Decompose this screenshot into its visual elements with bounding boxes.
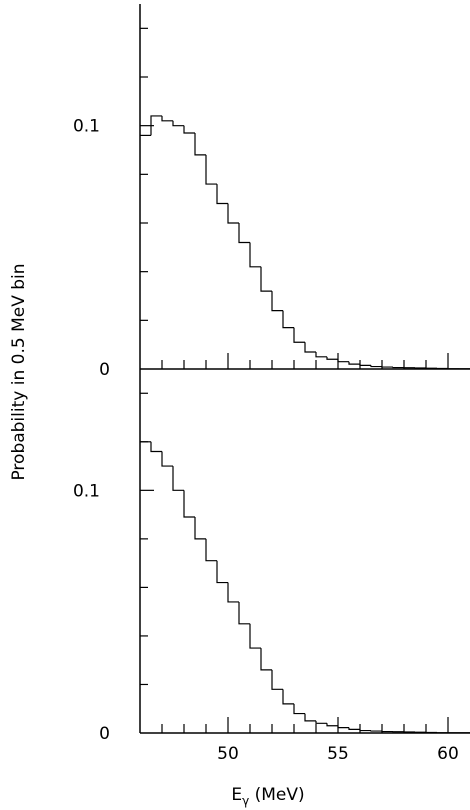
y-axis-title: Probability in 0.5 MeV bin xyxy=(9,263,29,480)
histogram-bin xyxy=(216,560,228,584)
panel-top: 00.1 xyxy=(73,4,470,380)
histogram-bin xyxy=(260,266,272,292)
panel-bottom: 0 0.1 50 55 60 xyxy=(73,369,470,764)
x-axis-title-sub: γ xyxy=(242,794,249,808)
y-tick-label: 0.1 xyxy=(73,481,100,501)
y-tick-label: 0.1 xyxy=(73,117,100,137)
histogram-bin xyxy=(227,582,239,603)
histogram-bin xyxy=(359,729,371,732)
histogram-bin xyxy=(172,466,184,491)
histogram-bin xyxy=(260,648,272,671)
histogram-bin xyxy=(326,723,338,727)
histogram-bin xyxy=(315,351,327,358)
histogram-bin xyxy=(337,725,349,729)
x-axis-title: Eγ (MeV) xyxy=(231,785,304,808)
histogram-bin xyxy=(293,327,305,343)
histogram-bin xyxy=(172,120,184,127)
histogram-bin xyxy=(183,125,195,134)
histogram-bin xyxy=(249,623,261,649)
histogram-bin xyxy=(238,223,250,244)
histogram-bin xyxy=(271,669,283,690)
panels-group: 00.100.150 55 60 xyxy=(73,4,470,764)
histogram-bin xyxy=(271,291,283,312)
histogram-bin xyxy=(370,365,382,368)
histogram-bin xyxy=(150,441,162,453)
x-axis-title-unit: (MeV) xyxy=(249,785,304,805)
histogram-bin xyxy=(282,689,294,705)
y-tick-label: 0 xyxy=(99,360,110,380)
histogram-bin xyxy=(194,517,206,540)
histogram-bin xyxy=(282,310,294,329)
histogram-bin xyxy=(249,242,261,268)
histogram-bin xyxy=(227,203,239,224)
histogram-bin xyxy=(161,451,173,467)
histogram-bin xyxy=(216,184,228,205)
histogram-bin xyxy=(337,359,349,363)
histogram-bin xyxy=(205,538,217,562)
histogram-bin xyxy=(293,703,305,715)
y-tick-label: 0 xyxy=(99,724,110,744)
histogram-bin xyxy=(183,490,195,518)
x-axis-title-main: E xyxy=(231,785,242,805)
histogram-bin xyxy=(348,727,360,730)
x-tick-label: 50 xyxy=(217,744,239,764)
x-tick-label: 60 xyxy=(437,744,459,764)
histogram-bin xyxy=(326,356,338,360)
histogram-bin xyxy=(315,720,327,724)
histogram-bin xyxy=(205,154,217,185)
x-tick-label: 55 xyxy=(327,744,349,764)
histogram-bin xyxy=(348,361,360,365)
histogram-bin xyxy=(238,601,250,625)
histogram-bin xyxy=(304,342,316,353)
histogram-bin xyxy=(194,132,206,156)
histogram-bin xyxy=(161,115,173,122)
histogram-bin xyxy=(304,713,316,722)
histogram-bin xyxy=(359,364,371,366)
histogram-bin xyxy=(150,115,162,136)
